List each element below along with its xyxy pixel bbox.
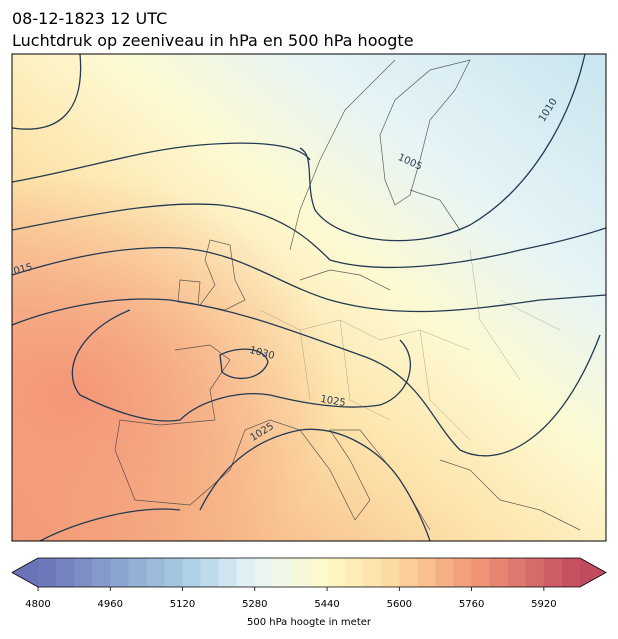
contour-label: 1025 — [319, 394, 346, 409]
colorbar-tick-label: 4960 — [98, 599, 123, 610]
map-frame — [11, 53, 607, 542]
colorbar-segment — [218, 558, 238, 587]
map-date: 08-12-1823 12 UTC — [12, 9, 167, 28]
colorbar-segment — [200, 558, 220, 587]
colorbar-segment — [345, 558, 364, 587]
colorbar-segment — [363, 558, 382, 587]
colorbar-segment — [489, 558, 509, 587]
colorbar-segment — [254, 558, 274, 587]
colorbar-segment — [327, 558, 346, 587]
colorbar-segment — [74, 558, 93, 587]
colorbar-extend-low — [12, 558, 38, 587]
colorbar-segment — [272, 558, 292, 587]
colorbar-segment — [507, 558, 527, 587]
colorbar-segment — [236, 558, 256, 587]
colorbar-tick-label: 5120 — [170, 599, 195, 610]
map-title: Luchtdruk op zeeniveau in hPa en 500 hPa… — [12, 31, 414, 50]
colorbar-tick-label: 5280 — [242, 599, 267, 610]
colorbar-label: 500 hPa hoogte in meter — [247, 617, 372, 628]
colorbar-tick-label: 5600 — [387, 599, 412, 610]
colorbar-extend-high — [580, 558, 606, 587]
colorbar-segment — [182, 558, 202, 587]
colorbar-segment — [399, 558, 418, 587]
colorbar-tick-label: 5760 — [459, 599, 484, 610]
colorbar-segment — [164, 558, 184, 587]
colorbar-segment — [146, 558, 165, 587]
colorbar-segment — [471, 558, 491, 587]
colorbar-segment — [290, 558, 310, 587]
colorbar-segment — [38, 558, 57, 587]
colorbar-segment — [56, 558, 75, 587]
borders — [259, 249, 561, 441]
colorbar-segment — [561, 558, 581, 587]
colorbar-segment — [435, 558, 455, 587]
height-field-high — [12, 54, 606, 541]
colorbar-segment — [543, 558, 563, 587]
colorbar-tick-label: 5440 — [314, 599, 339, 610]
isobars — [12, 54, 606, 541]
colorbar-segment — [381, 558, 400, 587]
colorbar-segment — [453, 558, 473, 587]
colorbar-segment — [417, 558, 436, 587]
colorbar-segment — [128, 558, 147, 587]
colorbar-segment — [309, 558, 328, 587]
colorbar-segment — [110, 558, 129, 587]
colorbar-tick-label: 5920 — [531, 599, 556, 610]
colorbar: 4800 4960 5120 5280 5440 5600 5760 5920 — [11, 557, 607, 610]
colorbar-segment — [525, 558, 545, 587]
colorbar-segment — [92, 558, 111, 587]
colorbar-tick-label: 4800 — [25, 599, 50, 610]
